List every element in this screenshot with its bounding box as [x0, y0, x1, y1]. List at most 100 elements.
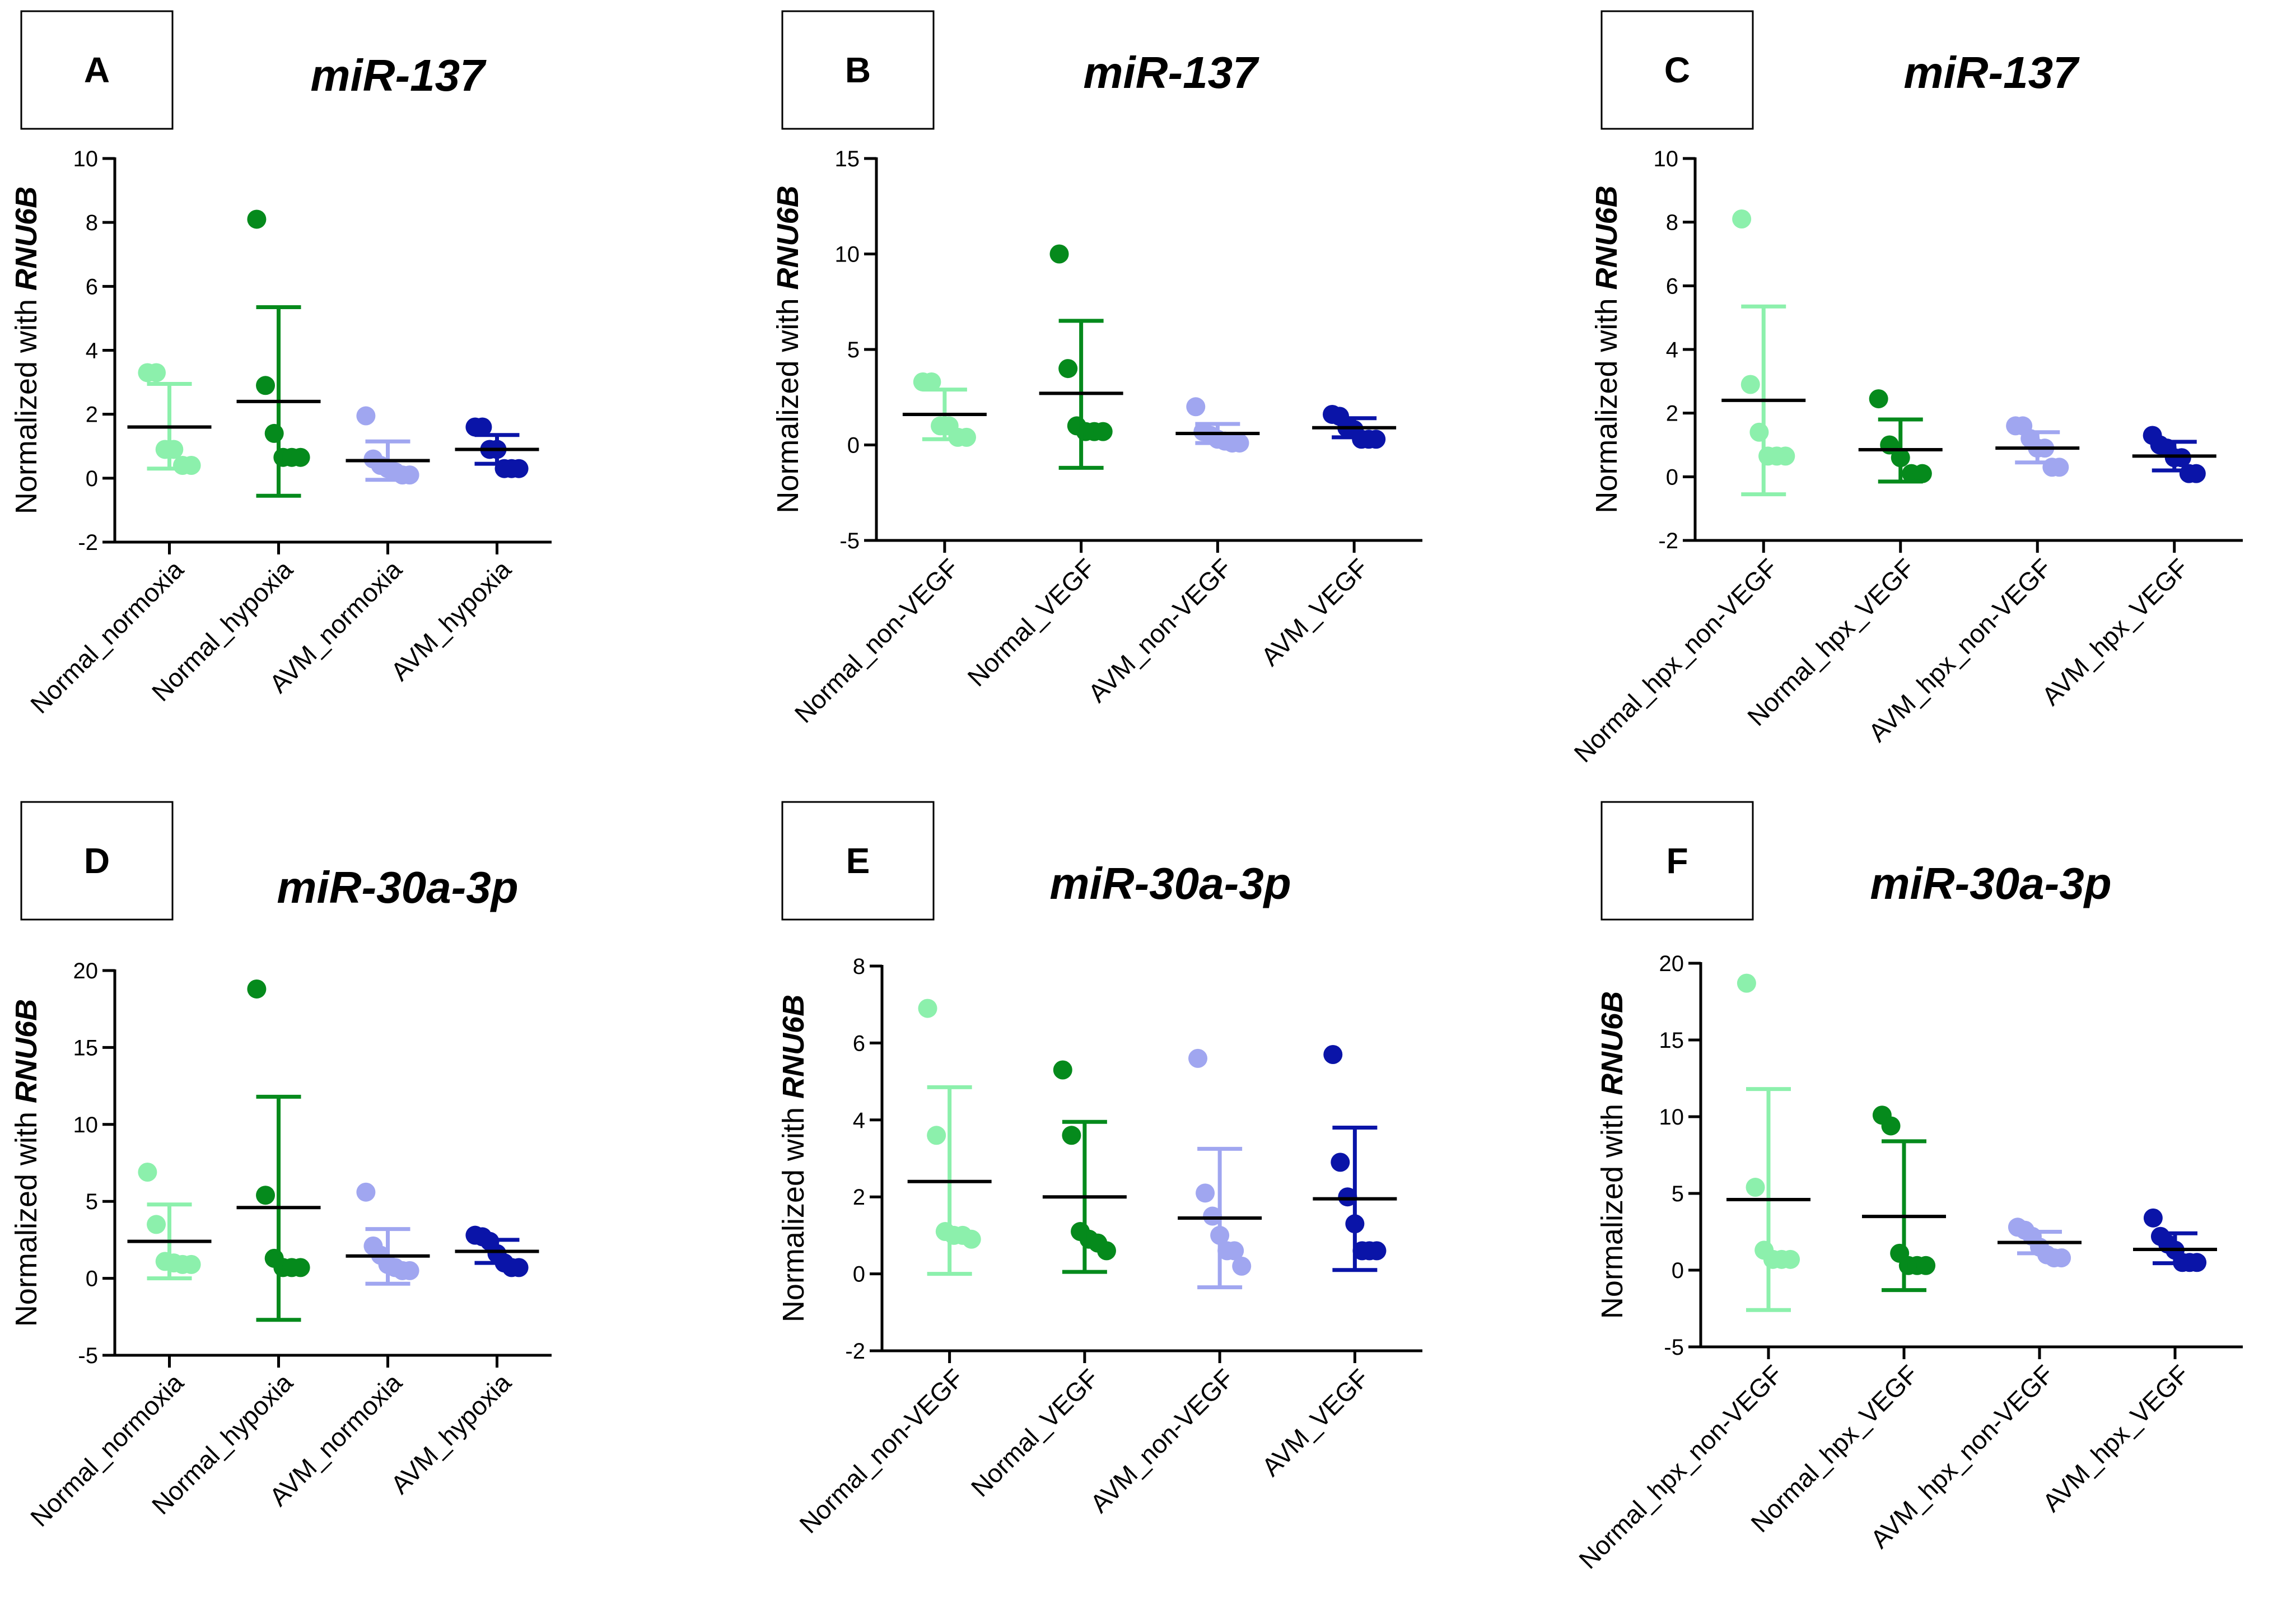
y-tick-label: 2 [853, 1185, 865, 1210]
x-tick-label: Normal_VEGF [962, 553, 1100, 692]
panel-label: E [846, 841, 870, 881]
data-point [1058, 359, 1078, 379]
y-axis-label-prefix: Normalized with [1590, 290, 1623, 513]
data-point [1196, 1183, 1215, 1203]
chart-title: miR-30a-3p [1870, 859, 2111, 908]
series-normal_hypoxia [236, 979, 321, 1322]
y-tick-label: 4 [853, 1108, 865, 1133]
data-point [1912, 464, 1932, 483]
y-tick-label: 5 [86, 1189, 98, 1214]
data-point [1881, 1116, 1901, 1136]
y-tick-label: 0 [1672, 1258, 1684, 1283]
y-axis-label-gene: RNU6B [10, 186, 43, 291]
x-tick-label: AVM_hpx_VEGF [2037, 1359, 2195, 1517]
y-axis-label-gene: RNU6B [1595, 991, 1629, 1095]
data-point [1096, 1241, 1116, 1261]
y-axis-label-gene: RNU6B [771, 185, 805, 290]
y-tick-label: 10 [1654, 147, 1679, 171]
data-point [256, 1186, 276, 1205]
y-tick-label: 8 [1666, 211, 1678, 235]
series-normal_non-vegf [907, 999, 992, 1276]
data-point [473, 417, 492, 437]
data-point [1781, 1249, 1800, 1269]
data-point [509, 1258, 529, 1277]
y-tick-label: 5 [847, 338, 860, 362]
data-point [1732, 209, 1752, 228]
panel-label: D [84, 841, 110, 881]
chart-title: miR-137 [310, 50, 487, 100]
data-point [164, 440, 184, 459]
y-axis-label: Normalized with RNU6B [10, 999, 43, 1327]
y-axis-label-gene: RNU6B [777, 995, 810, 1099]
x-tick-label: Normal_non-VEGF [794, 1363, 969, 1538]
y-tick-label: 10 [1659, 1105, 1684, 1130]
series-normal_hypoxia [236, 209, 321, 498]
series-avm_hypoxia [455, 417, 539, 478]
y-tick-label: 2 [86, 403, 98, 427]
y-tick-label: -2 [1658, 529, 1678, 553]
y-axis-label-prefix: Normalized with [10, 1103, 43, 1327]
y-tick-label: 5 [1672, 1182, 1684, 1206]
panel-label: C [1664, 50, 1690, 90]
y-tick-label: -5 [78, 1344, 98, 1368]
series-avm_non-vegf [1175, 397, 1260, 453]
series-avm_hpx_vegf [2132, 426, 2216, 483]
y-axis-label: Normalized with RNU6B [1590, 185, 1623, 513]
y-tick-label: 6 [1666, 274, 1678, 298]
series-avm_normoxia [346, 406, 430, 485]
series-avm_vegf [1312, 404, 1397, 449]
series-avm_normoxia [346, 1182, 430, 1286]
data-point [1776, 446, 1795, 466]
y-tick-label: 15 [835, 147, 860, 171]
y-tick-label: 20 [1659, 951, 1684, 976]
panel-label: F [1666, 841, 1688, 881]
data-point [1232, 1256, 1252, 1276]
series-normal_hpx_non-vegf [1726, 973, 1810, 1312]
y-axis-label-prefix: Normalized with [1595, 1095, 1629, 1319]
data-point [2052, 1248, 2071, 1268]
series-avm_non-vegf [1178, 1048, 1262, 1290]
y-tick-label: 0 [847, 433, 860, 458]
panel-label-box [781, 10, 935, 130]
panel-label-box [20, 10, 174, 130]
data-point [181, 1254, 201, 1274]
y-axis-label-prefix: Normalized with [771, 290, 805, 513]
panel-label-box [20, 801, 174, 921]
panel-label: B [845, 50, 871, 90]
x-tick-label: Normal_non-VEGF [789, 553, 964, 728]
data-point [2143, 1208, 2163, 1228]
series-avm_vegf [1313, 1045, 1397, 1272]
y-axis-label: Normalized with RNU6B [777, 995, 810, 1322]
panel-label-box [781, 801, 935, 921]
y-axis-label-prefix: Normalized with [777, 1099, 810, 1322]
data-point [1916, 1256, 1936, 1275]
y-tick-label: 4 [1666, 338, 1678, 362]
data-point [264, 423, 284, 443]
data-point [247, 979, 267, 999]
data-point [356, 406, 376, 426]
y-tick-label: 0 [1666, 465, 1678, 489]
chart-title: miR-137 [1903, 48, 2080, 97]
y-axis-label: Normalized with RNU6B [1595, 991, 1629, 1319]
data-point [927, 1126, 946, 1145]
series-avm_hpx_vegf [2133, 1208, 2217, 1272]
series-normal_normoxia [127, 363, 212, 475]
data-point [1740, 375, 1760, 394]
data-point [147, 1215, 166, 1234]
x-tick-label: AVM_VEGF [1256, 553, 1374, 671]
data-point [1338, 1187, 1357, 1207]
data-point [1869, 389, 1888, 409]
chart-title: miR-137 [1083, 48, 1259, 97]
y-tick-label: 10 [835, 242, 860, 267]
data-point [962, 1229, 981, 1249]
series-avm_hpx_non-vegf [1998, 1218, 2082, 1268]
y-tick-label: 0 [86, 1267, 98, 1291]
data-point [291, 447, 310, 467]
y-tick-label: -2 [845, 1339, 865, 1364]
data-point [256, 376, 276, 395]
y-axis-label-prefix: Normalized with [10, 291, 43, 514]
